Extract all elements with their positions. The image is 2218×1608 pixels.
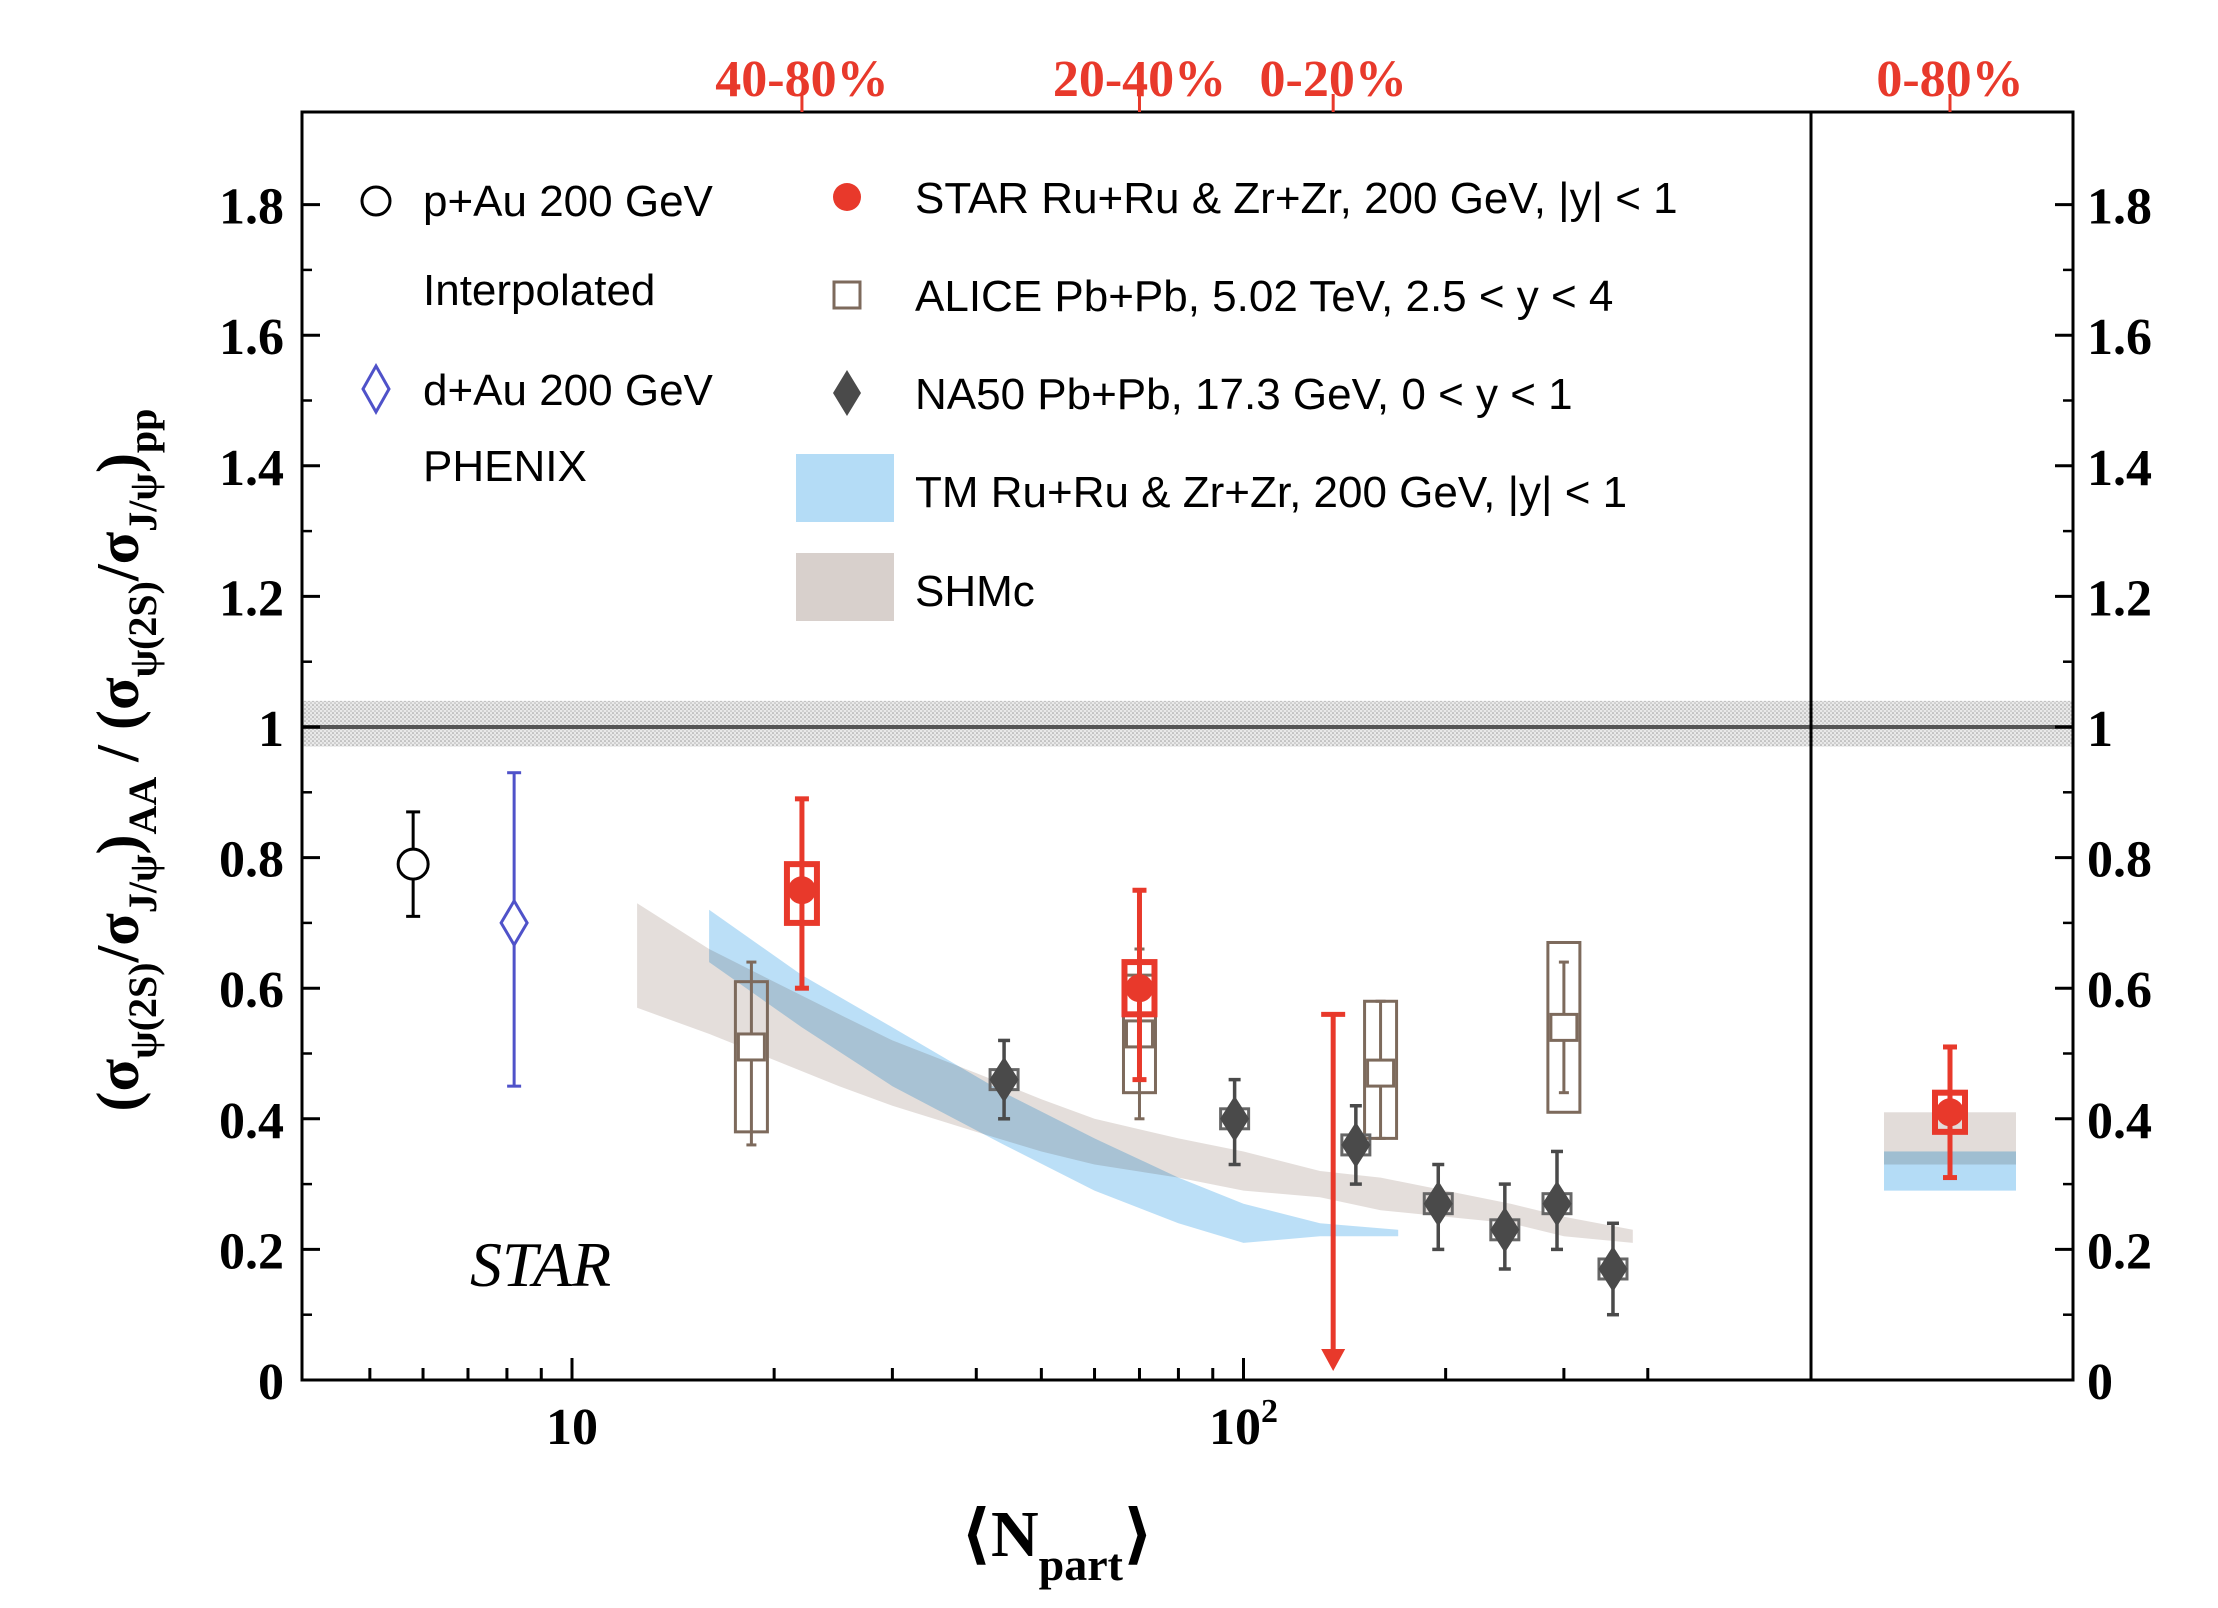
legend-shmc-swatch	[796, 553, 894, 621]
na50-point	[989, 1056, 1019, 1103]
alice-point	[1366, 1058, 1396, 1088]
top-axis-label: 0-20%	[1260, 51, 1407, 108]
y-tick-label: 0.4	[219, 1093, 284, 1150]
top-axis-label: 20-40%	[1053, 51, 1226, 108]
y-tick-label-right: 1.4	[2087, 440, 2152, 497]
legend-dau-label: d+Au 200 GeV	[423, 366, 714, 415]
y-tick-label: 0.2	[219, 1223, 284, 1280]
y-tick-label-right: 0.4	[2087, 1093, 2152, 1150]
y-tick-label-right: 0.8	[2087, 832, 2152, 889]
legend-pau-label-2: Interpolated	[423, 266, 655, 315]
y-tick-label-right: 0.6	[2087, 962, 2152, 1019]
legend-star-label: STAR Ru+Ru & Zr+Zr, 200 GeV, |y| < 1	[915, 174, 1678, 223]
na50-point	[1423, 1180, 1453, 1227]
y-tick-label-right: 1	[2087, 701, 2113, 758]
legend-na50-label: NA50 Pb+Pb, 17.3 GeV, 0 < y < 1	[915, 370, 1573, 419]
legend-dau-label-2: PHENIX	[423, 442, 587, 491]
top-axis-label: 40-80%	[715, 51, 888, 108]
y-tick-label: 1.2	[219, 570, 284, 627]
legend-pau-label: p+Au 200 GeV	[423, 177, 714, 226]
main-panel-bands	[637, 903, 1633, 1243]
reference-line-layer	[302, 700, 2073, 747]
legend-tm-label: TM Ru+Ru & Zr+Zr, 200 GeV, |y| < 1	[915, 468, 1627, 517]
alice-sys-box	[1546, 940, 1582, 1114]
y-axis-title: (σψ(2S)/σJ/ψ)AA / (σψ(2S)/σJ/ψ)pp	[85, 409, 165, 1112]
y-tick-label: 0.6	[219, 962, 284, 1019]
alice-point	[1549, 1012, 1579, 1042]
na50-point	[1341, 1121, 1371, 1168]
legend-alice-label: ALICE Pb+Pb, 5.02 TeV, 2.5 < y < 4	[915, 272, 1613, 321]
shmc-band	[637, 903, 1633, 1243]
legend-na50-marker	[833, 370, 861, 416]
y-tick-label-right: 0.2	[2087, 1223, 2152, 1280]
star-watermark: STAR	[470, 1229, 611, 1300]
y-tick-label: 0.8	[219, 832, 284, 889]
y-tick-label-right: 1.8	[2087, 179, 2152, 236]
model-bands-layer	[637, 903, 2016, 1243]
y-tick-label-right: 1.6	[2087, 309, 2152, 366]
star-integrated-sys-box	[1932, 1089, 1968, 1135]
na50-point	[1490, 1206, 1520, 1253]
pau-point	[396, 847, 430, 881]
legend: p+Au 200 GeV Interpolated d+Au 200 GeV PHEN…	[360, 174, 1678, 621]
na50-point	[1598, 1246, 1628, 1292]
legend-alice-marker	[832, 280, 862, 310]
reference-uncertainty-band	[302, 700, 2073, 747]
legend-shmc-label: SHMc	[915, 567, 1035, 616]
x-axis-title: ⟨Npart⟩	[961, 1498, 1153, 1590]
data-points-layer	[396, 771, 1968, 1371]
star-point	[787, 876, 816, 905]
legend-tm-swatch	[796, 454, 894, 522]
y-tick-label: 1.6	[219, 309, 284, 366]
plot-frame	[300, 110, 2075, 1382]
x-tick-label: 102	[1209, 1393, 1278, 1456]
x-tick-label: 10	[546, 1399, 598, 1456]
legend-dau-marker	[361, 362, 391, 416]
na50-point	[1542, 1180, 1572, 1227]
y-tick-label-right: 1.2	[2087, 570, 2152, 627]
star-sys-box	[1121, 959, 1158, 1018]
axes-layer: 0 0 0.2 0.2 0.4 0.4 0.6 0.6 0.8 0.8 1 1 1.2 1.2 1.4 1.4…	[219, 51, 2152, 1456]
y-tick-label: 1.4	[219, 440, 284, 497]
y-tick-label: 1	[258, 701, 284, 758]
legend-pau-marker	[360, 185, 392, 217]
star-integrated-point	[1936, 1098, 1964, 1127]
dau-point	[499, 897, 529, 948]
star-sys-box	[783, 861, 820, 926]
legend-star-marker	[833, 183, 861, 211]
star-upper-limit-arrow	[1321, 1348, 1346, 1371]
star-point	[1125, 974, 1154, 1003]
y-tick-label-right: 0	[2087, 1354, 2113, 1411]
alice-point	[736, 1032, 766, 1062]
top-axis-label: 0-80%	[1876, 51, 2023, 108]
na50-point	[1220, 1095, 1250, 1142]
y-tick-label: 1.8	[219, 179, 284, 236]
y-tick-label: 0	[258, 1354, 284, 1411]
